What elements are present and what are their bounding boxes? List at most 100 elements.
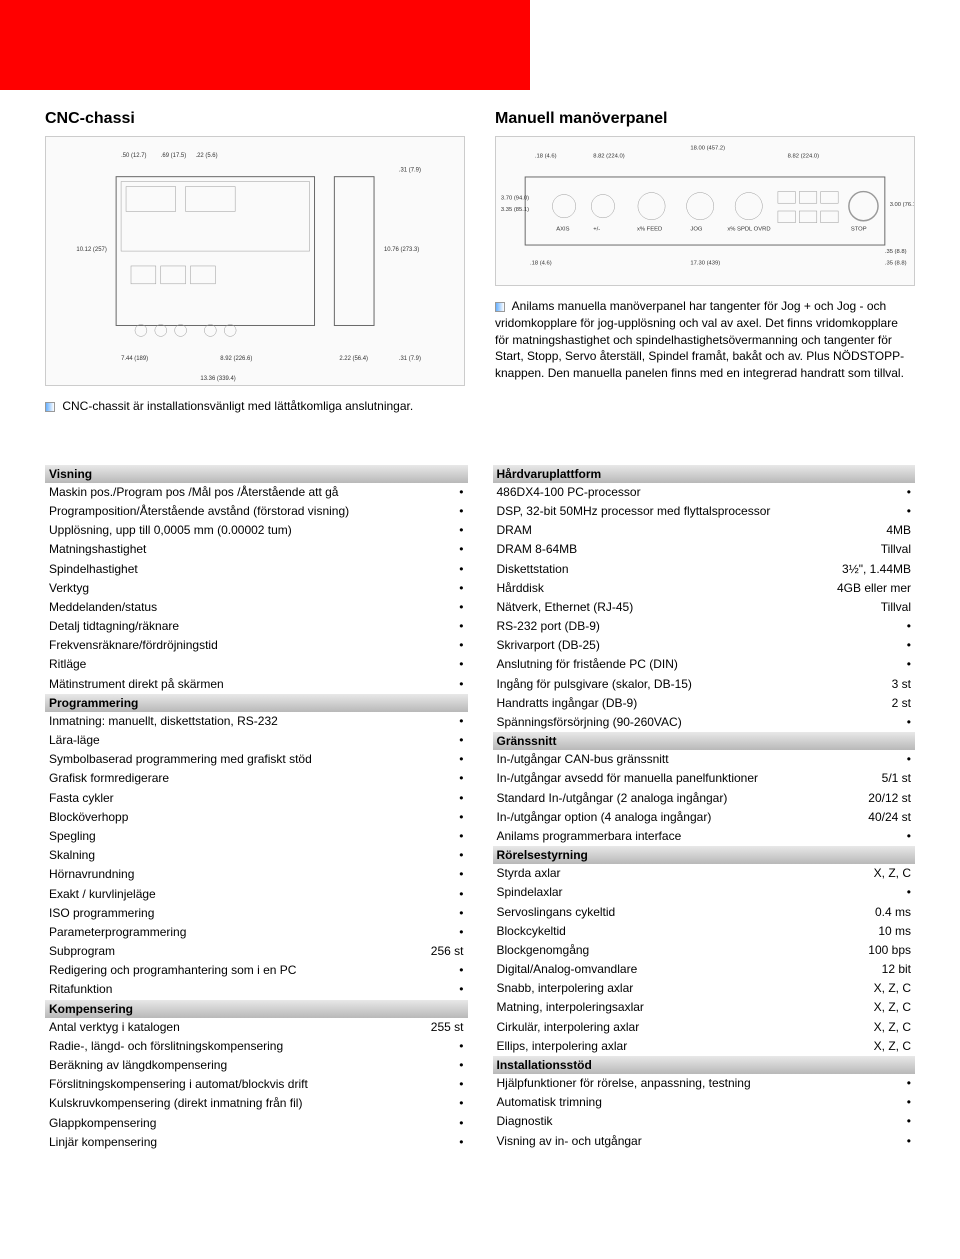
svg-text:x% SPDL OVRD: x% SPDL OVRD xyxy=(727,226,770,232)
spec-label: Frekvensräknare/fördröjningstid xyxy=(49,636,384,655)
spec-row: Diskettstation3½", 1.44MB xyxy=(493,560,916,579)
spec-label: 486DX4-100 PC-processor xyxy=(497,483,832,502)
spec-row: Exakt / kurvlinjeläge• xyxy=(45,885,468,904)
spec-value: • xyxy=(384,598,464,617)
spec-group-header: Visning xyxy=(45,465,468,483)
spec-row: Parameterprogrammering• xyxy=(45,923,468,942)
manoverpanel-svg: AXIS +/- x% FEED JOG x% SPDL OVRD STOP .… xyxy=(496,137,914,285)
spec-row: Skrivarport (DB-25)• xyxy=(493,636,916,655)
spec-value: 256 st xyxy=(384,942,464,961)
spec-label: Fasta cykler xyxy=(49,789,384,808)
spec-value: • xyxy=(384,961,464,980)
spec-value: • xyxy=(831,1093,911,1112)
spec-label: Hårddisk xyxy=(497,579,832,598)
spec-label: Hörnavrundning xyxy=(49,865,384,884)
svg-text:.35 (8.8): .35 (8.8) xyxy=(885,260,907,266)
manoverpanel-col: Manuell manöverpanel AXIS xyxy=(495,110,915,415)
spec-label: DRAM 8-64MB xyxy=(497,540,832,559)
spec-label: Skalning xyxy=(49,846,384,865)
svg-text:3.70 (94.0): 3.70 (94.0) xyxy=(501,195,529,201)
svg-text:JOG: JOG xyxy=(690,226,702,232)
svg-text:.69 (17.5): .69 (17.5) xyxy=(161,153,186,159)
cnc-chassi-svg: .50 (12.7) .69 (17.5) .22 (5.6) .31 (7.9… xyxy=(46,137,464,385)
spec-label: Exakt / kurvlinjeläge xyxy=(49,885,384,904)
spec-label: Anilams programmerbara interface xyxy=(497,827,832,846)
spec-value: • xyxy=(384,540,464,559)
spec-value: • xyxy=(384,521,464,540)
spec-label: Handratts ingångar (DB-9) xyxy=(497,694,832,713)
spec-label: In-/utgångar option (4 analoga ingångar) xyxy=(497,808,832,827)
spec-row: Radie-, längd- och förslitningskompenser… xyxy=(45,1037,468,1056)
spec-label: In-/utgångar CAN-bus gränssnitt xyxy=(497,750,832,769)
spec-row: Spegling• xyxy=(45,827,468,846)
spec-value: • xyxy=(384,655,464,674)
spec-label: Detalj tidtagning/räknare xyxy=(49,617,384,636)
spec-label: Cirkulär, interpolering axlar xyxy=(497,1018,832,1037)
spec-value: • xyxy=(831,750,911,769)
spec-label: Spänningsförsörjning (90-260VAC) xyxy=(497,713,832,732)
spec-row: Spindelhastighet• xyxy=(45,560,468,579)
spec-value: • xyxy=(384,769,464,788)
spec-group-header: Hårdvaruplattform xyxy=(493,465,916,483)
spec-row: Automatisk trimning• xyxy=(493,1093,916,1112)
spec-value: 3½", 1.44MB xyxy=(831,560,911,579)
spec-value: X, Z, C xyxy=(831,1037,911,1056)
spec-row: Ingång för pulsgivare (skalor, DB-15)3 s… xyxy=(493,675,916,694)
spec-row: ISO programmering• xyxy=(45,904,468,923)
svg-text:17.30 (439): 17.30 (439) xyxy=(690,260,720,266)
svg-text:+/-: +/- xyxy=(593,226,600,232)
cnc-chassi-title: CNC-chassi xyxy=(45,110,465,128)
spec-label: DSP, 32-bit 50MHz processor med flyttals… xyxy=(497,502,832,521)
svg-text:.50 (12.7): .50 (12.7) xyxy=(121,153,146,159)
spec-value: • xyxy=(384,1056,464,1075)
spec-label: Grafisk formredigerare xyxy=(49,769,384,788)
spec-value: • xyxy=(831,713,911,732)
spec-label: Förslitningskompensering i automat/block… xyxy=(49,1075,384,1094)
spec-row: Digital/Analog-omvandlare12 bit xyxy=(493,960,916,979)
spec-label: Inmatning: manuellt, diskettstation, RS-… xyxy=(49,712,384,731)
spec-row: Matning, interpoleringsaxlarX, Z, C xyxy=(493,998,916,1017)
spec-row: Standard In-/utgångar (2 analoga ingånga… xyxy=(493,789,916,808)
header-bar xyxy=(0,0,530,90)
spec-label: Snabb, interpolering axlar xyxy=(497,979,832,998)
spec-value: • xyxy=(384,904,464,923)
svg-text:AXIS: AXIS xyxy=(556,226,569,232)
svg-text:10.12 (257): 10.12 (257) xyxy=(76,247,106,253)
spec-label: Blocköverhopp xyxy=(49,808,384,827)
spec-value: • xyxy=(831,883,911,902)
spec-row: Ellips, interpolering axlarX, Z, C xyxy=(493,1037,916,1056)
spec-row: Hårddisk4GB eller mer xyxy=(493,579,916,598)
spec-value: 4MB xyxy=(831,521,911,540)
spec-row: Upplösning, upp till 0,0005 mm (0.00002 … xyxy=(45,521,468,540)
cnc-chassi-col: CNC-chassi .50 (12.7) xyxy=(45,110,465,415)
spec-value: 2 st xyxy=(831,694,911,713)
spec-value: 4GB eller mer xyxy=(831,579,911,598)
spec-row: Handratts ingångar (DB-9)2 st xyxy=(493,694,916,713)
spec-row: Mätinstrument direkt på skärmen• xyxy=(45,675,468,694)
spec-label: Automatisk trimning xyxy=(497,1093,832,1112)
svg-text:.35 (8.8): .35 (8.8) xyxy=(885,249,907,255)
spec-row: RS-232 port (DB-9)• xyxy=(493,617,916,636)
spec-row: DRAM 8-64MBTillval xyxy=(493,540,916,559)
spec-label: Nätverk, Ethernet (RJ-45) xyxy=(497,598,832,617)
spec-value: • xyxy=(384,617,464,636)
spec-row: In-/utgångar CAN-bus gränssnitt• xyxy=(493,750,916,769)
spec-label: Blockgenomgång xyxy=(497,941,832,960)
spec-row: Inmatning: manuellt, diskettstation, RS-… xyxy=(45,712,468,731)
spec-row: DRAM4MB xyxy=(493,521,916,540)
spec-value: • xyxy=(384,1037,464,1056)
spec-label: Linjär kompensering xyxy=(49,1133,384,1152)
spec-value: 5/1 st xyxy=(831,769,911,788)
spec-row: Antal verktyg i katalogen255 st xyxy=(45,1018,468,1037)
spec-value: • xyxy=(384,675,464,694)
spec-label: Ritläge xyxy=(49,655,384,674)
spec-label: Matning, interpoleringsaxlar xyxy=(497,998,832,1017)
spec-row: DSP, 32-bit 50MHz processor med flyttals… xyxy=(493,502,916,521)
page-content: CNC-chassi .50 (12.7) xyxy=(0,90,960,1172)
spec-row: Linjär kompensering• xyxy=(45,1133,468,1152)
svg-text:8.82 (224.0): 8.82 (224.0) xyxy=(593,154,624,160)
svg-text:.31 (7.9): .31 (7.9) xyxy=(399,168,421,174)
spec-row: 486DX4-100 PC-processor• xyxy=(493,483,916,502)
spec-label: Upplösning, upp till 0,0005 mm (0.00002 … xyxy=(49,521,384,540)
marker-icon xyxy=(45,402,55,412)
